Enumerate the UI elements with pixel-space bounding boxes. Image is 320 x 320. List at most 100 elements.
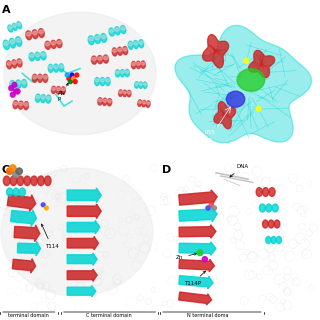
Ellipse shape [100,77,105,86]
Ellipse shape [1,168,153,296]
Ellipse shape [271,236,276,244]
Ellipse shape [125,69,129,77]
Circle shape [256,106,261,111]
Ellipse shape [29,54,34,57]
Ellipse shape [44,176,51,186]
Ellipse shape [59,64,64,72]
Ellipse shape [18,101,23,109]
Ellipse shape [17,22,22,29]
Ellipse shape [142,100,146,107]
Ellipse shape [3,40,9,50]
Ellipse shape [121,27,126,30]
Ellipse shape [94,35,100,44]
Ellipse shape [146,102,150,104]
FancyArrow shape [67,220,100,234]
Text: R55: R55 [204,131,215,135]
Ellipse shape [108,99,112,106]
Ellipse shape [259,204,266,212]
FancyArrow shape [179,276,213,289]
FancyArrow shape [179,190,217,205]
Ellipse shape [139,40,144,48]
Ellipse shape [10,82,15,85]
Ellipse shape [138,101,141,103]
Text: B: B [218,13,222,19]
Ellipse shape [88,36,94,45]
Ellipse shape [36,94,40,102]
Ellipse shape [132,63,136,66]
Ellipse shape [135,82,139,88]
Circle shape [16,168,22,174]
Circle shape [9,86,14,91]
Text: N terminal doma: N terminal doma [187,313,229,318]
Ellipse shape [4,41,9,45]
Text: A: A [2,5,10,15]
Ellipse shape [38,28,44,37]
Ellipse shape [116,70,120,77]
Ellipse shape [103,98,107,106]
FancyArrow shape [67,236,99,250]
Ellipse shape [41,95,45,103]
Ellipse shape [125,70,129,73]
Ellipse shape [103,99,107,102]
Ellipse shape [138,100,142,106]
Circle shape [15,89,20,94]
FancyArrow shape [179,292,212,305]
Ellipse shape [128,43,133,46]
Circle shape [70,73,74,77]
Ellipse shape [115,28,120,31]
Ellipse shape [17,60,22,63]
Ellipse shape [38,76,42,79]
Ellipse shape [16,81,21,84]
Text: B: B [170,5,178,15]
Ellipse shape [19,102,23,106]
Text: Subunit: Subunit [210,4,231,9]
Ellipse shape [95,77,100,86]
Text: T114: T114 [41,224,59,249]
Ellipse shape [38,176,44,186]
Ellipse shape [61,87,65,94]
FancyArrow shape [18,241,41,256]
Ellipse shape [36,95,40,99]
Ellipse shape [117,47,122,55]
Ellipse shape [45,41,50,49]
Ellipse shape [119,91,122,93]
Ellipse shape [57,41,62,44]
Polygon shape [175,25,312,143]
Ellipse shape [51,42,56,45]
Ellipse shape [26,31,32,40]
Ellipse shape [51,40,56,49]
Circle shape [72,76,76,80]
Ellipse shape [13,188,19,196]
Ellipse shape [21,79,27,88]
FancyArrow shape [179,260,214,272]
Ellipse shape [127,91,131,94]
Ellipse shape [112,49,117,52]
Ellipse shape [59,65,64,68]
Circle shape [13,171,19,178]
Circle shape [68,80,72,84]
Ellipse shape [43,74,48,83]
Circle shape [197,250,203,256]
Ellipse shape [48,64,53,72]
Ellipse shape [16,80,21,88]
Ellipse shape [146,101,150,108]
Circle shape [75,73,79,77]
Ellipse shape [262,188,269,196]
Ellipse shape [6,188,13,196]
Ellipse shape [88,37,94,41]
Ellipse shape [123,90,127,97]
Ellipse shape [46,95,51,103]
FancyArrow shape [179,225,216,238]
FancyArrow shape [11,210,36,226]
Ellipse shape [101,35,107,38]
Ellipse shape [54,65,58,68]
Text: D: D [162,165,171,175]
Ellipse shape [22,81,27,84]
Ellipse shape [120,71,124,74]
Ellipse shape [38,74,43,83]
Ellipse shape [274,220,280,228]
Ellipse shape [226,91,245,107]
Ellipse shape [19,188,26,196]
FancyArrow shape [14,225,40,242]
Ellipse shape [10,81,15,89]
